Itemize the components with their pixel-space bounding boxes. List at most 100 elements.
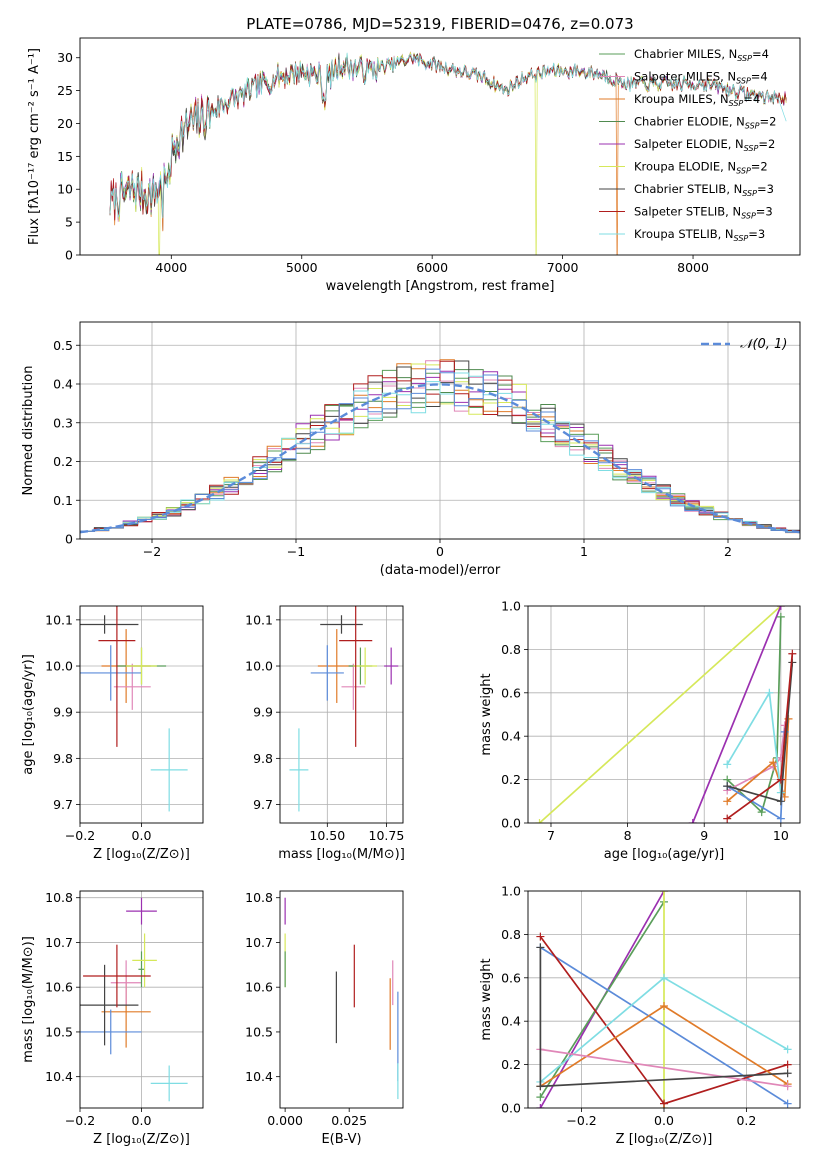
y-tick-label: 10.4 bbox=[245, 1069, 273, 1084]
y-tick-label: 30 bbox=[57, 50, 73, 65]
panel-age-vs-metallicity: −0.2 0.0 9.7 9.8 9.9 10.0 10.1 Z [log₁₀(Z/Z⊙)] a… bbox=[21, 605, 204, 862]
weight-marker bbox=[769, 758, 778, 767]
y-tick-label: 10.1 bbox=[45, 612, 73, 627]
plot-area bbox=[109, 51, 787, 255]
y-tick-label: 15 bbox=[57, 149, 73, 164]
y-tick-label: 9.9 bbox=[253, 705, 273, 720]
weight-marker bbox=[776, 606, 785, 610]
errorbar-point bbox=[341, 663, 366, 710]
y-tick-label: 0.8 bbox=[501, 927, 521, 942]
legend-label: Salpeter STELIB, NSSP=3 bbox=[634, 205, 773, 221]
figure-title: PLATE=0786, MJD=52319, FIBERID=0476, z=0… bbox=[246, 15, 633, 33]
weight-marker bbox=[536, 1104, 545, 1108]
y-tick-label: 1.0 bbox=[501, 884, 521, 899]
y-tick-label: 0.0 bbox=[501, 1101, 521, 1116]
weight-marker bbox=[783, 1082, 792, 1091]
errorbar-point bbox=[98, 606, 136, 747]
legend-label: Kroupa ELODIE, NSSP=2 bbox=[634, 160, 768, 176]
weight-series-line bbox=[540, 1048, 788, 1088]
x-tick-label: 10.50 bbox=[309, 828, 345, 843]
weight-marker bbox=[660, 973, 668, 982]
x-tick-label: 0.000 bbox=[267, 1113, 303, 1128]
y-tick-label: 0.4 bbox=[53, 377, 73, 392]
y-tick-label: 25 bbox=[57, 83, 73, 98]
y-tick-label: 1.0 bbox=[501, 599, 521, 614]
y-tick-label: 0 bbox=[65, 248, 73, 263]
plot-area bbox=[80, 359, 800, 534]
weight-marker bbox=[535, 819, 544, 823]
panel-weight-vs-age: 7 8 9 10 0.0 0.2 0.4 0.6 0.8 1.0 age [log₁₀(age/yr… bbox=[479, 599, 801, 862]
y-tick-label: 0.0 bbox=[501, 816, 521, 831]
y-tick-label: 9.7 bbox=[253, 797, 273, 812]
histogram-series bbox=[80, 368, 800, 533]
y-tick-label: 10 bbox=[57, 182, 73, 197]
plot-area bbox=[289, 606, 399, 812]
y-axis-label: mass weight bbox=[479, 958, 494, 1040]
weight-marker bbox=[765, 688, 774, 697]
y-tick-label: 10.7 bbox=[245, 935, 273, 950]
weight-marker bbox=[536, 1082, 545, 1091]
y-tick-label: 0.3 bbox=[53, 415, 73, 430]
axes-frame bbox=[527, 605, 801, 824]
x-tick-label: −0.2 bbox=[566, 1113, 596, 1128]
weight-series-line bbox=[691, 606, 782, 823]
weight-marker bbox=[536, 943, 545, 952]
axes-frame bbox=[279, 890, 404, 1109]
y-tick-label: 9.7 bbox=[53, 797, 73, 812]
errorbar-point bbox=[113, 663, 151, 710]
panel-mass-vs-ebv: 0.000 0.025 10.4 10.5 10.6 10.7 10.8 E(B-V) bbox=[245, 890, 404, 1147]
y-tick-label: 0 bbox=[65, 532, 73, 547]
errorbar-point bbox=[320, 615, 363, 634]
errorbar-point bbox=[353, 647, 377, 685]
legend-label: 𝒩(0, 1) bbox=[740, 337, 787, 352]
y-tick-label: 10.5 bbox=[245, 1024, 273, 1039]
x-tick-label: 0 bbox=[436, 544, 444, 559]
y-tick-label: 10.0 bbox=[245, 659, 273, 674]
y-tick-label: 10.0 bbox=[45, 659, 73, 674]
panel-age-vs-mass: 10.50 10.75 9.7 9.8 9.9 10.0 10.1 mass [log₁₀(M… bbox=[245, 605, 405, 862]
weight-marker bbox=[783, 1045, 792, 1054]
panel-residuals: −2 −1 0 1 2 0 0.1 0.2 0.3 0.4 0.5 (data-model)/erro… bbox=[21, 321, 801, 578]
x-tick-label: 10 bbox=[773, 828, 789, 843]
grid-lines bbox=[79, 606, 203, 823]
y-tick-label: 0.8 bbox=[501, 642, 521, 657]
x-tick-label: 9 bbox=[700, 828, 708, 843]
errorbar-point bbox=[83, 944, 151, 1008]
y-axis-label: Flux [fλ10⁻¹⁷ erg cm⁻² s⁻¹ A⁻¹] bbox=[27, 48, 42, 245]
weight-marker bbox=[660, 1002, 668, 1011]
y-tick-label: 10.8 bbox=[45, 890, 73, 905]
x-axis-label: E(B-V) bbox=[321, 1132, 361, 1147]
errorbar-point bbox=[80, 615, 139, 634]
axes-frame bbox=[79, 605, 204, 824]
legend-label: Salpeter MILES, NSSP=4 bbox=[634, 70, 768, 86]
x-tick-label: −0.2 bbox=[65, 1113, 95, 1128]
legend-label: Chabrier ELODIE, NSSP=2 bbox=[634, 115, 776, 131]
x-axis-label: wavelength [Angstrom, rest frame] bbox=[326, 279, 555, 294]
x-tick-label: 8000 bbox=[677, 260, 709, 275]
weight-marker bbox=[757, 808, 766, 817]
x-tick-label: −2 bbox=[143, 544, 161, 559]
errorbar-point bbox=[132, 933, 157, 988]
weight-marker bbox=[660, 1099, 668, 1108]
x-tick-label: 8 bbox=[624, 828, 632, 843]
normal-curve bbox=[80, 383, 800, 534]
weight-marker bbox=[783, 1060, 792, 1069]
weight-marker bbox=[788, 649, 797, 658]
errorbar-point bbox=[110, 960, 142, 1006]
errorbar-point bbox=[150, 728, 188, 812]
y-tick-label: 10.4 bbox=[45, 1069, 73, 1084]
plot-area bbox=[80, 606, 188, 812]
x-tick-label: 10.75 bbox=[369, 828, 405, 843]
y-axis-label: Normed distribution bbox=[21, 366, 36, 496]
legend-label: Kroupa MILES, NSSP=4 bbox=[634, 92, 760, 108]
y-tick-label: 0.6 bbox=[501, 970, 521, 985]
x-tick-label: 0.2 bbox=[736, 1113, 756, 1128]
x-axis-label: Z [log₁₀(Z/Z⊙)] bbox=[616, 1132, 713, 1147]
axes-frame bbox=[79, 321, 801, 540]
axes-frame bbox=[79, 37, 801, 256]
x-tick-label: 0.0 bbox=[654, 1113, 674, 1128]
y-tick-label: 5 bbox=[65, 215, 73, 230]
panel-mass-vs-metallicity: −0.2 0.0 10.4 10.5 10.6 10.7 10.8 Z [log₁₀(Z/Z⊙… bbox=[21, 890, 204, 1147]
weight-marker bbox=[723, 760, 732, 769]
